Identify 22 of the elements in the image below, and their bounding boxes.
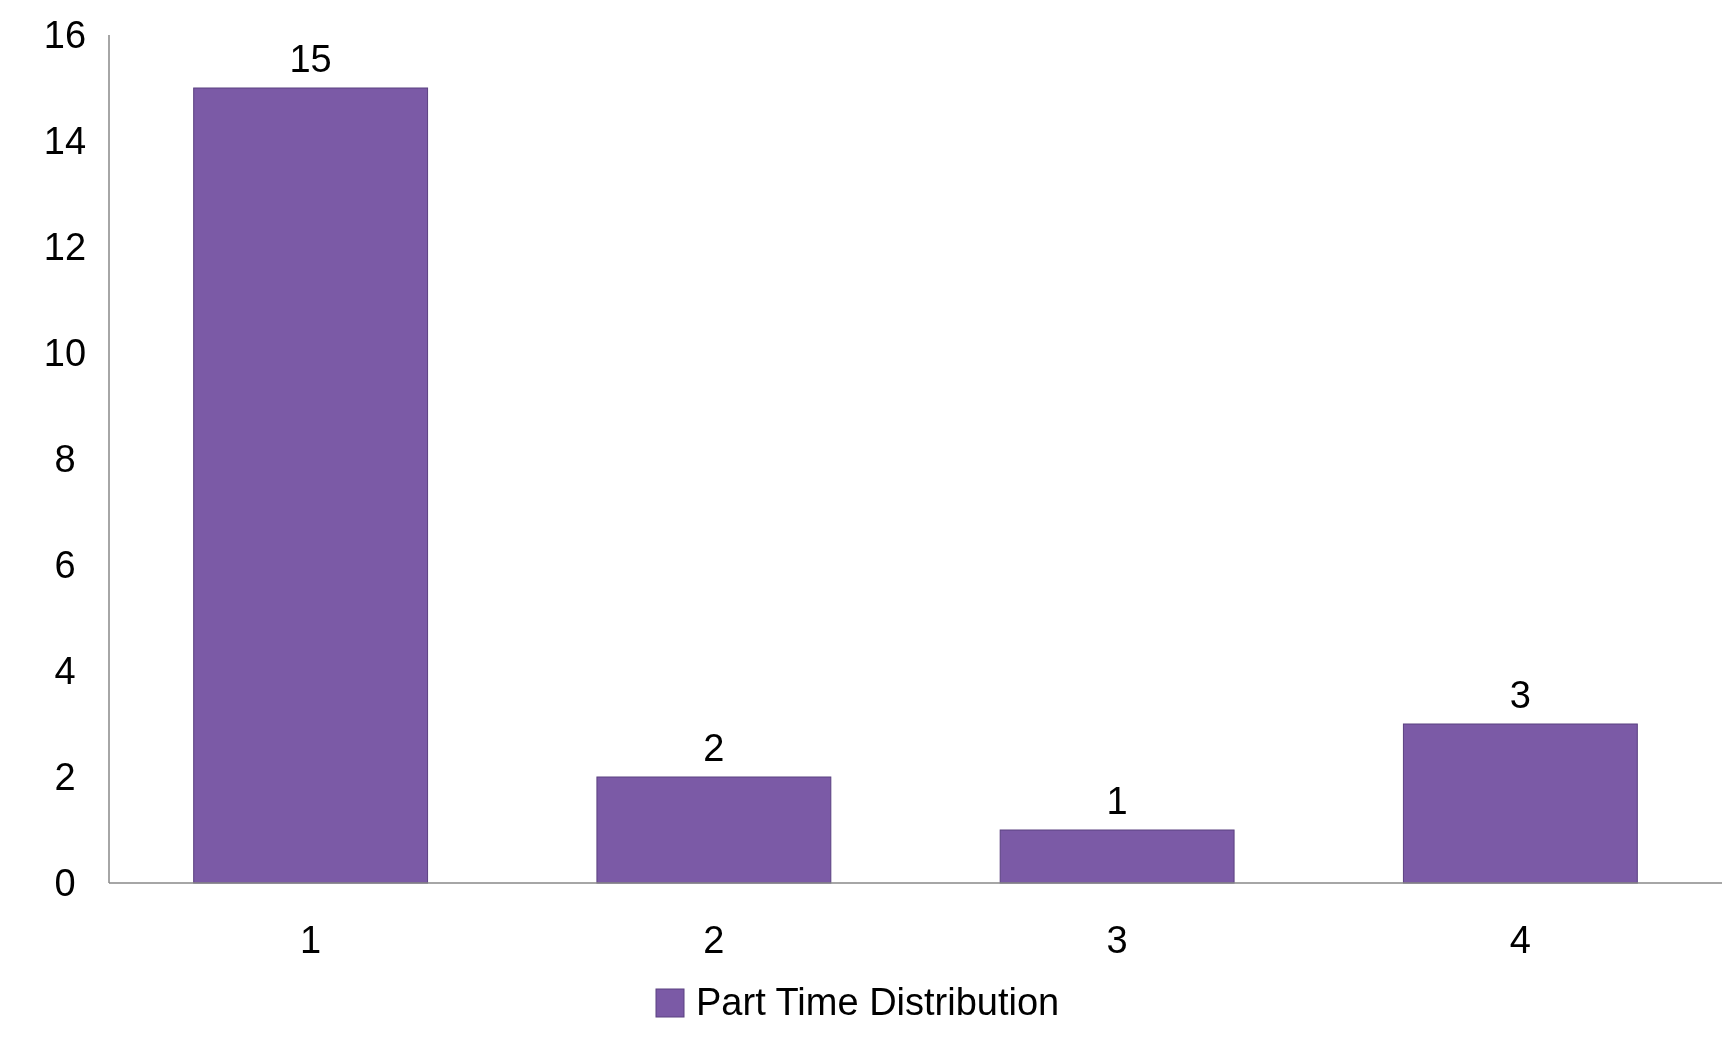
bar (999, 829, 1235, 884)
y-tick-label: 8 (54, 438, 76, 481)
bar (596, 776, 832, 884)
y-tick-label: 16 (43, 14, 87, 57)
x-tick-label: 4 (1509, 919, 1531, 961)
x-tick-label: 3 (1106, 919, 1128, 961)
x-tick-label: 2 (703, 919, 725, 961)
bar (1402, 723, 1638, 884)
legend-label: Part Time Distribution (696, 981, 1060, 1023)
data-label: 3 (1509, 674, 1531, 716)
y-tick-label: 14 (43, 120, 87, 163)
y-tick-label: 10 (43, 332, 87, 375)
bar (193, 87, 429, 884)
x-tick-label: 1 (300, 919, 322, 961)
data-label: 1 (1106, 780, 1128, 822)
data-label: 15 (289, 38, 332, 80)
data-label: 2 (703, 727, 725, 769)
y-tick-label: 0 (54, 862, 76, 905)
y-tick-label: 6 (54, 544, 76, 587)
y-tick-label: 12 (43, 226, 87, 269)
y-tick-label: 2 (54, 756, 76, 799)
y-tick-label: 4 (54, 650, 76, 693)
